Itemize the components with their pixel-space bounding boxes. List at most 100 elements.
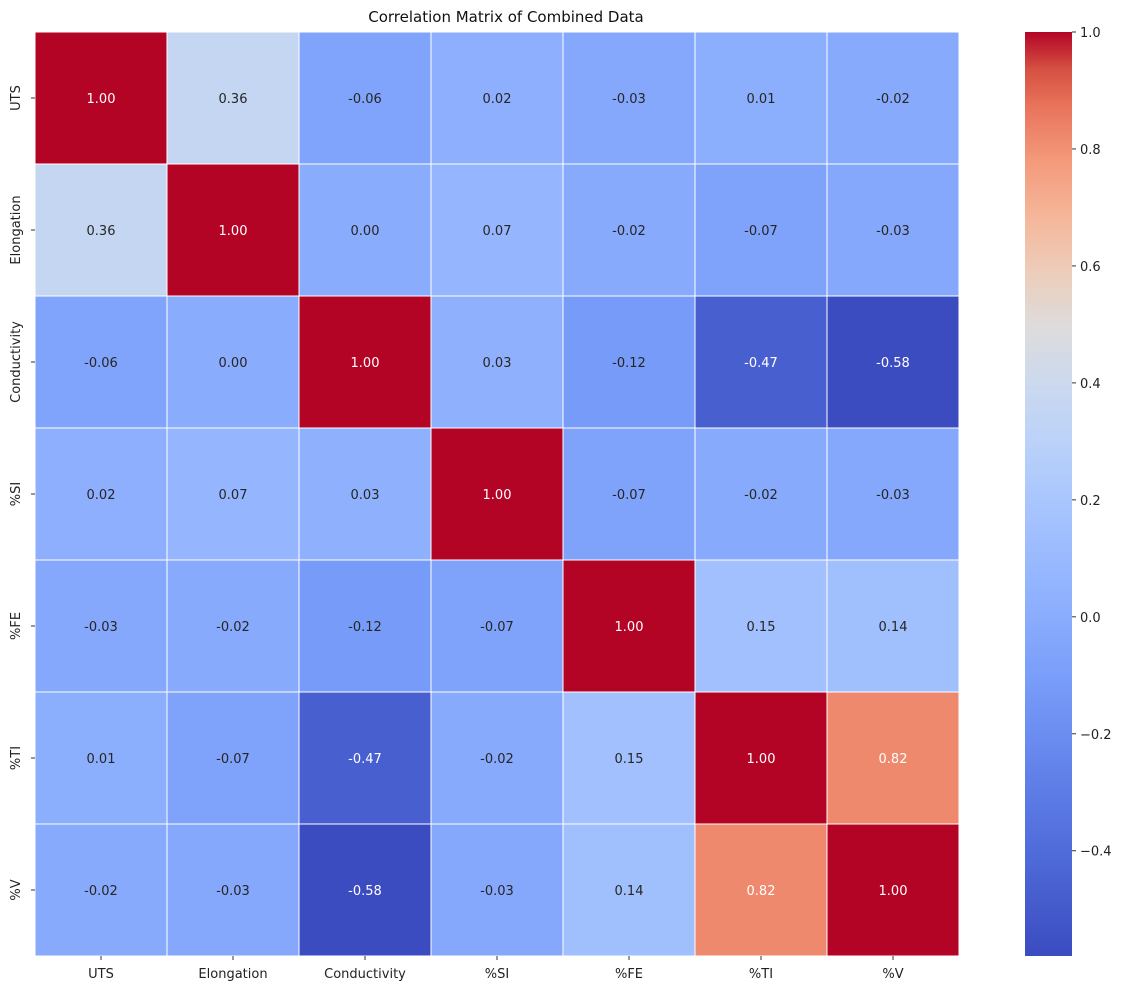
cell-value-label: 0.01 [87, 752, 116, 767]
heatmap-cell [298, 823, 432, 957]
column-tick-labels: UTS Elongation Conductivity %SI %FE %TI %V [88, 956, 904, 982]
colorbar-tick-label: 0.8 [1080, 143, 1101, 158]
column-label: UTS [88, 967, 114, 982]
cell-value-label: -0.47 [744, 356, 778, 371]
column-label: Elongation [198, 967, 267, 982]
heatmap-cell [430, 427, 564, 561]
heatmap-cell [34, 295, 168, 429]
cell-value-label: 0.00 [219, 356, 248, 371]
heatmap-cell [430, 691, 564, 825]
cell-value-label: 0.03 [351, 488, 380, 503]
cell-value-label: 0.07 [483, 224, 512, 239]
heatmap-cell [430, 295, 564, 429]
heatmap-cell [826, 823, 960, 957]
row-label: Elongation [9, 195, 24, 264]
heatmap-cell [298, 691, 432, 825]
cell-value-label: 0.82 [879, 752, 908, 767]
cell-value-label: 1.00 [879, 884, 908, 899]
heatmap-cell [826, 559, 960, 693]
cell-value-label: -0.02 [84, 884, 118, 899]
cell-value-label: -0.03 [216, 884, 250, 899]
heatmap-cell [562, 691, 696, 825]
colorbar-tick-label: 1.0 [1080, 26, 1101, 41]
heatmap-cell [430, 823, 564, 957]
heatmap-cell [694, 427, 828, 561]
heatmap-cell [34, 691, 168, 825]
colorbar-tick-label: 0.4 [1080, 377, 1101, 392]
cell-value-label: -0.12 [612, 356, 646, 371]
colorbar-tick-label: 0.0 [1080, 611, 1101, 626]
cell-value-label: -0.07 [744, 224, 778, 239]
cell-value-label: -0.07 [216, 752, 250, 767]
heatmap-cell [298, 31, 432, 165]
cell-value-label: -0.07 [480, 620, 514, 635]
cell-value-label: 0.82 [747, 884, 776, 899]
chart-title: Correlation Matrix of Combined Data [368, 8, 644, 26]
heatmap-cell [34, 427, 168, 561]
heatmap-cell [694, 295, 828, 429]
cell-value-label: -0.03 [612, 92, 646, 107]
cell-value-label: 0.02 [87, 488, 116, 503]
row-label: %SI [9, 482, 24, 506]
heatmap-cell [298, 163, 432, 297]
heatmap-cell [34, 31, 168, 165]
row-label: UTS [9, 85, 24, 111]
column-label: %V [882, 967, 903, 982]
heatmap-cell [34, 559, 168, 693]
heatmap-cell [166, 31, 300, 165]
heatmap-cell [166, 427, 300, 561]
cell-value-label: -0.07 [612, 488, 646, 503]
cell-value-label: -0.02 [216, 620, 250, 635]
cell-value-label: -0.03 [84, 620, 118, 635]
cell-value-label: -0.58 [876, 356, 910, 371]
column-label: %SI [485, 967, 509, 982]
cell-value-label: -0.03 [480, 884, 514, 899]
heatmap-cell [562, 31, 696, 165]
cell-value-label: -0.47 [348, 752, 382, 767]
cell-value-label: 1.00 [351, 356, 380, 371]
cell-value-label: 0.36 [87, 224, 116, 239]
cell-value-label: 1.00 [87, 92, 116, 107]
heatmap-cells: 1.00 0.36 -0.06 0.02 -0.03 0.01 -0.02 0.36 1.00 0… [34, 31, 960, 957]
heatmap-cell [166, 691, 300, 825]
cell-value-label: -0.02 [480, 752, 514, 767]
cell-value-label: 0.03 [483, 356, 512, 371]
cell-value-label: 1.00 [747, 752, 776, 767]
cell-value-label: -0.12 [348, 620, 382, 635]
colorbar-tick-label: 0.6 [1080, 260, 1101, 275]
cell-value-label: -0.06 [84, 356, 118, 371]
cell-value-label: -0.03 [876, 224, 910, 239]
heatmap-cell [430, 31, 564, 165]
cell-value-label: 0.15 [615, 752, 644, 767]
column-label: Conductivity [324, 967, 406, 982]
cell-value-label: 0.07 [219, 488, 248, 503]
cell-value-label: 0.01 [747, 92, 776, 107]
heatmap-cell [298, 295, 432, 429]
heatmap-cell [694, 31, 828, 165]
colorbar-tick-label: −0.4 [1080, 845, 1112, 860]
cell-value-label: 0.14 [615, 884, 644, 899]
cell-value-label: -0.02 [612, 224, 646, 239]
cell-value-label: 0.00 [351, 224, 380, 239]
cell-value-label: 1.00 [483, 488, 512, 503]
heatmap-cell [562, 823, 696, 957]
heatmap-cell [826, 691, 960, 825]
cell-value-label: 0.14 [879, 620, 908, 635]
cell-value-label: -0.06 [348, 92, 382, 107]
heatmap-cell [694, 823, 828, 957]
row-label: %V [9, 879, 24, 900]
colorbar-tick-label: −0.2 [1080, 728, 1112, 743]
column-label: %FE [615, 967, 643, 982]
row-label: Conductivity [9, 321, 24, 403]
heatmap-cell [826, 295, 960, 429]
heatmap-cell [562, 163, 696, 297]
cell-value-label: -0.02 [876, 92, 910, 107]
cell-value-label: -0.03 [876, 488, 910, 503]
heatmap-cell [34, 163, 168, 297]
cell-value-label: 1.00 [219, 224, 248, 239]
colorbar-tick-label: 0.2 [1080, 494, 1101, 509]
cell-value-label: -0.58 [348, 884, 382, 899]
column-label: %TI [749, 967, 773, 982]
heatmap-cell [298, 559, 432, 693]
